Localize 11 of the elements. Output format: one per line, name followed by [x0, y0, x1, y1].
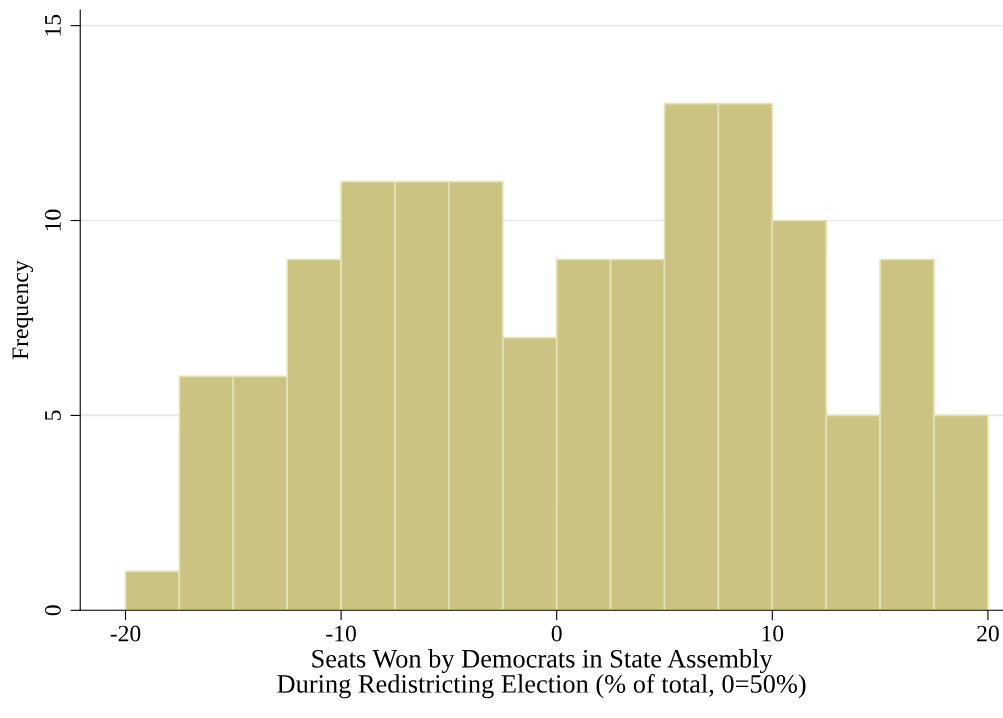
x-tick-label: 20 [977, 625, 999, 642]
x-tick-label: -10 [326, 625, 356, 642]
x-axis-title: Seats Won by Democrats in State Assembly During Redistricting Election (% of total, 0=50%) [277, 649, 806, 699]
x-tick-label: 10 [762, 625, 784, 642]
y-tick-label: 0 [44, 605, 61, 616]
x-tick-label: 0 [551, 625, 562, 642]
y-tick-label: 5 [45, 410, 61, 420]
y-axis-title: Frequency [12, 260, 34, 360]
y-tick-label: 15 [45, 14, 61, 36]
y-tick-label: 10 [44, 209, 61, 231]
x-tick-label: -20 [110, 625, 141, 642]
